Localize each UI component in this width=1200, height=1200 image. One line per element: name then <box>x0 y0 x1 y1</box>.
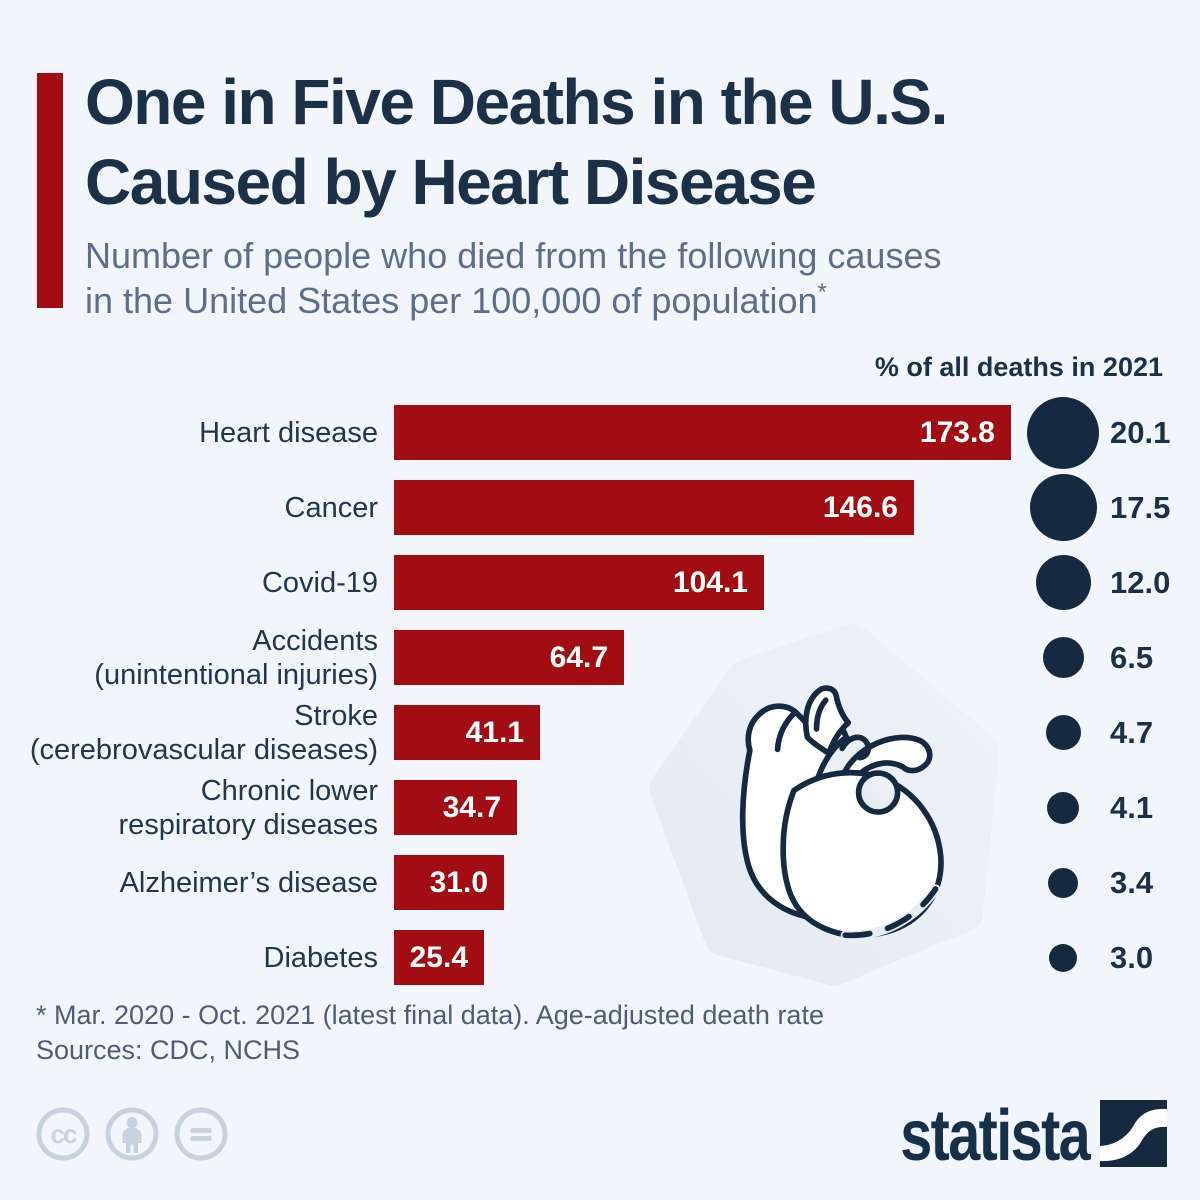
bar: 31.0 <box>394 855 504 910</box>
subtitle-text: Number of people who died from the follo… <box>85 235 942 321</box>
pct-value: 12.0 <box>1110 564 1171 600</box>
row-label: Heart disease <box>199 416 378 449</box>
table-row: Covid-19 104.1 12.0 <box>0 555 1200 610</box>
footnote-block: * Mar. 2020 - Oct. 2021 (latest final da… <box>36 998 824 1068</box>
bar: 25.4 <box>394 930 484 985</box>
secondary-column-header: % of all deaths in 2021 <box>874 352 1163 382</box>
bar-value: 104.1 <box>672 565 748 599</box>
row-label: Accidents (unintentional injuries) <box>94 624 378 691</box>
pct-value: 4.1 <box>1110 789 1154 825</box>
row-label: Alzheimer’s disease <box>119 866 378 899</box>
row-label: Covid-19 <box>261 566 378 599</box>
table-row: Alzheimer’s disease 31.0 3.4 <box>0 855 1200 910</box>
bar-value: 146.6 <box>822 490 898 524</box>
title-accent-bar <box>37 73 63 308</box>
bar-value: 31.0 <box>429 865 488 899</box>
row-label: Chronic lower respiratory diseases <box>118 774 379 841</box>
pct-value: 17.5 <box>1110 489 1171 525</box>
table-row: Heart disease 173.8 20.1 <box>0 396 1200 469</box>
bar: 64.7 <box>394 630 624 685</box>
bar: 41.1 <box>394 705 540 760</box>
bar-value: 64.7 <box>549 640 608 674</box>
pct-circle <box>1042 637 1084 678</box>
pct-circle <box>1029 474 1097 541</box>
sources-text: Sources: CDC, NCHS <box>36 1035 301 1065</box>
page-subtitle: Number of people who died from the follo… <box>85 233 1145 323</box>
statista-wordmark: statista <box>900 1096 1090 1176</box>
pct-value: 6.5 <box>1110 639 1154 675</box>
page-title: One in Five Deaths in the U.S. Caused by… <box>85 66 948 218</box>
table-row: Accidents (unintentional injuries) 64.7 … <box>0 624 1200 691</box>
statista-logo: statista <box>853 1096 1167 1176</box>
pct-value: 20.1 <box>1110 414 1171 450</box>
bar: 173.8 <box>394 405 1011 460</box>
pct-value: 3.4 <box>1110 864 1154 900</box>
table-row: Stroke (cerebrovascular diseases) 41.1 4… <box>0 699 1200 766</box>
table-row: Cancer 146.6 17.5 <box>0 474 1200 541</box>
pct-circle <box>1047 791 1079 824</box>
pct-circle <box>1045 715 1081 750</box>
license-icons: cc <box>35 1106 229 1162</box>
heart-watermark <box>649 623 1000 986</box>
table-row: Chronic lower respiratory diseases 34.7 … <box>0 774 1200 841</box>
statista-logo-icon <box>1100 1100 1167 1167</box>
cc-icon: cc <box>36 1107 90 1161</box>
equals-icon <box>174 1107 228 1161</box>
table-row: Diabetes 25.4 3.0 <box>0 930 1200 985</box>
bar-value: 25.4 <box>409 940 468 974</box>
pct-circle <box>1049 943 1077 972</box>
pct-value: 4.7 <box>1110 714 1154 750</box>
bar-value: 34.7 <box>442 790 501 824</box>
bar-value: 41.1 <box>465 715 524 749</box>
footnote-text: * Mar. 2020 - Oct. 2021 (latest final da… <box>36 1000 824 1030</box>
pct-circle <box>1048 867 1078 898</box>
attribution-person-icon <box>105 1107 159 1161</box>
anatomical-heart-icon <box>739 685 944 940</box>
pct-circle <box>1035 555 1091 610</box>
pct-value: 3.0 <box>1110 939 1154 975</box>
pct-circle <box>1027 396 1099 469</box>
row-label: Diabetes <box>263 941 378 974</box>
bar-value: 173.8 <box>919 415 995 449</box>
bar: 34.7 <box>394 780 517 835</box>
bar: 146.6 <box>394 480 914 535</box>
row-label: Stroke (cerebrovascular diseases) <box>29 699 378 766</box>
bar: 104.1 <box>394 555 764 610</box>
footnote-marker: * <box>817 279 827 306</box>
svg-text:cc: cc <box>51 1119 77 1149</box>
row-label: Cancer <box>284 491 379 524</box>
